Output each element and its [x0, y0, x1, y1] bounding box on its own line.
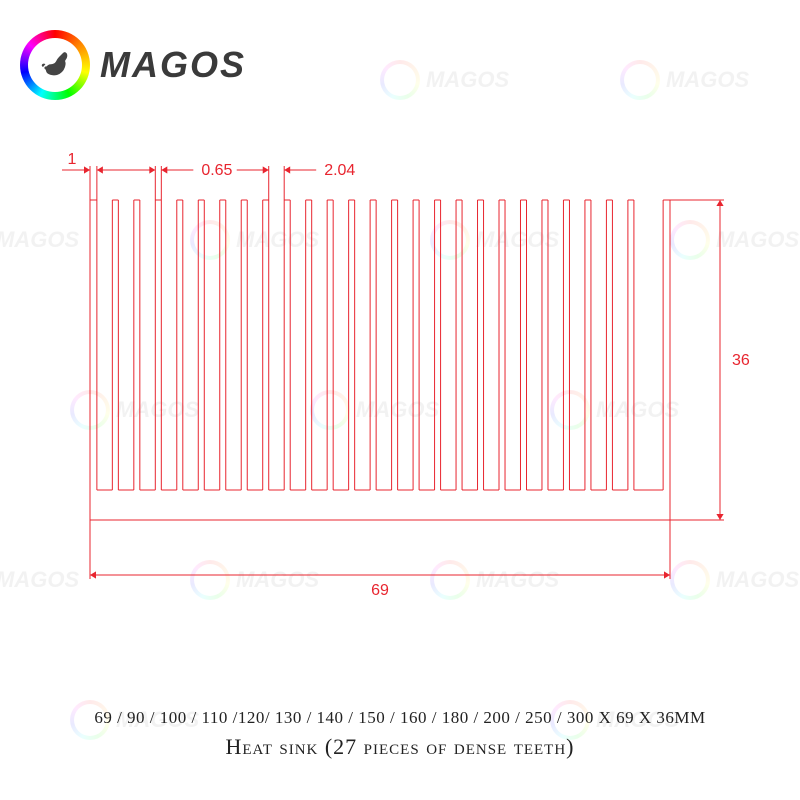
heatsink-diagram: 1 0.65 2.04 36 69: [50, 140, 750, 640]
horse-icon: [35, 45, 75, 85]
product-title: Heat sink (27 pieces of dense teeth): [0, 734, 800, 760]
brand-logo: MAGOS: [20, 30, 246, 100]
watermark: MAGOS: [620, 60, 749, 100]
watermark: MAGOS: [380, 60, 509, 100]
size-list: 69 / 90 / 100 / 110 /120/ 130 / 140 / 15…: [0, 708, 800, 728]
svg-text:2.04: 2.04: [324, 162, 355, 179]
logo-circle: [20, 30, 90, 100]
svg-text:0.65: 0.65: [201, 162, 232, 179]
svg-text:69: 69: [371, 582, 389, 599]
svg-text:36: 36: [732, 352, 750, 369]
brand-name: MAGOS: [100, 44, 246, 86]
footer: 69 / 90 / 100 / 110 /120/ 130 / 140 / 15…: [0, 708, 800, 760]
svg-text:1: 1: [68, 151, 77, 168]
